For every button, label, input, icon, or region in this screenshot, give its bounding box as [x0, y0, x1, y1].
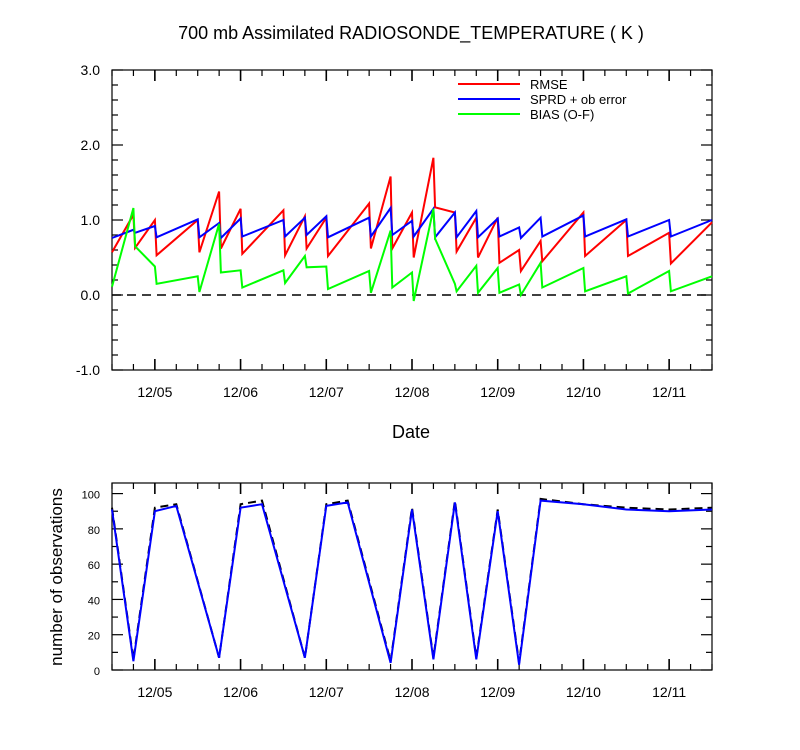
y-tick-label: 40 — [88, 595, 100, 607]
x-tick-label: 12/10 — [566, 684, 601, 700]
x-tick-label: 12/11 — [652, 684, 686, 700]
y-tick-label: 3.0 — [81, 62, 101, 78]
x-tick-label: 12/09 — [480, 684, 515, 700]
x-tick-label: 12/07 — [309, 384, 344, 400]
y-tick-label: 60 — [88, 560, 100, 572]
top-panel: 12/05 12/06 12/07 12/08 12/09 12/10 12/11 -1.0 0… — [76, 62, 713, 400]
legend-label: SPRD + ob error — [530, 92, 627, 107]
y-tick-label: -1.0 — [76, 362, 100, 378]
x-tick-label: 12/10 — [566, 384, 601, 400]
legend-label: BIAS (O-F) — [530, 107, 594, 122]
y-tick-label: 100 — [82, 490, 100, 502]
x-axis-label: Date — [392, 422, 430, 442]
legend-label: RMSE — [530, 77, 568, 92]
chart-title: 700 mb Assimilated RADIOSONDE_TEMPERATUR… — [178, 23, 644, 44]
x-tick-label: 12/06 — [223, 684, 258, 700]
x-tick-label: 12/05 — [137, 384, 172, 400]
x-tick-label: 12/11 — [652, 384, 686, 400]
y-axis-label-observations: number of observations — [47, 488, 66, 666]
y-tick-label: 0.0 — [81, 287, 101, 303]
y-tick-label: 0 — [94, 666, 100, 678]
x-tick-label: 12/08 — [394, 384, 429, 400]
x-tick-label: 12/09 — [480, 384, 515, 400]
y-tick-label: 20 — [88, 631, 100, 643]
x-tick-label: 12/07 — [309, 684, 344, 700]
series-line-assimilated — [111, 499, 713, 665]
series-line-bias-o-f — [111, 207, 713, 302]
series-line-rmse — [111, 157, 713, 274]
x-tick-label: 12/05 — [137, 684, 172, 700]
x-tick-label: 12/06 — [223, 384, 258, 400]
y-tick-label: 1.0 — [81, 212, 101, 228]
series-line-possible — [111, 497, 713, 664]
bottom-panel: 12/05 12/06 12/07 12/08 12/09 12/10 12/11 0 20 40… — [82, 482, 713, 700]
x-tick-label: 12/08 — [394, 684, 429, 700]
y-tick-label: 2.0 — [81, 137, 101, 153]
y-tick-label: 80 — [88, 525, 100, 537]
series-line-sprd-ob-error — [111, 205, 713, 241]
